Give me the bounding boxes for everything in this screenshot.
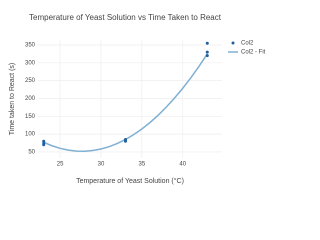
chart-title: Temperature of Yeast Solution vs Time Ta…: [29, 13, 222, 22]
y-tick-label: 250: [25, 78, 36, 84]
data-point: [42, 143, 46, 147]
x-axis-title: Temperature of Yeast Solution (°C): [76, 177, 184, 185]
y-tick-label: 200: [25, 96, 36, 102]
data-point: [205, 54, 209, 58]
x-tick-label: 25: [57, 162, 64, 168]
y-tick-label: 100: [25, 132, 36, 138]
data-point: [124, 139, 128, 143]
data-point: [205, 50, 209, 54]
legend-marker: [231, 41, 235, 45]
x-tick-label: 40: [179, 162, 186, 168]
y-tick-label: 150: [25, 114, 36, 120]
x-tick-label: 30: [98, 162, 105, 168]
data-point: [205, 41, 209, 45]
y-tick-label: 50: [28, 150, 35, 156]
legend-label: Col2: [241, 41, 254, 47]
x-tick-label: 35: [139, 162, 146, 168]
y-tick-label: 300: [25, 60, 36, 66]
y-axis-title: Time taken to React (s): [9, 63, 16, 136]
y-tick-label: 350: [25, 43, 36, 49]
chart: Temperature of Yeast Solution vs Time Ta…: [9, 13, 266, 185]
legend-label: Col2 - Fit: [241, 50, 266, 56]
